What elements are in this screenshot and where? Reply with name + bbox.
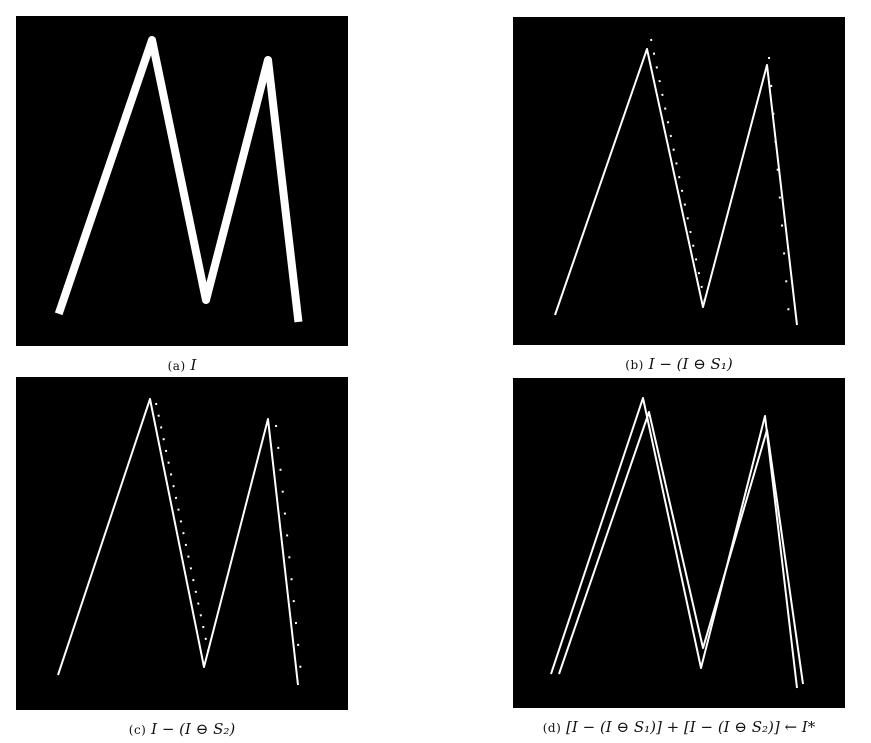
caption-b-tag: (b) — [625, 358, 644, 372]
panel-b-image — [513, 17, 845, 345]
panel-d-image — [513, 378, 845, 708]
letter-m-outline-s2 — [57, 398, 303, 686]
letter-m-combined-outline — [550, 397, 804, 689]
letter-m-solid — [54, 36, 303, 323]
caption-c: (c) I − (I ⊖ S₂) — [16, 720, 348, 738]
caption-a-tag: (a) — [167, 359, 186, 373]
caption-d-tag: (d) — [542, 721, 562, 735]
caption-d-expr: [I − (I ⊖ S₁)] + [I − (I ⊖ S₂)] ← I* — [566, 718, 816, 736]
caption-c-tag: (c) — [128, 723, 147, 737]
caption-c-expr: I − (I ⊖ S₂) — [151, 720, 236, 738]
caption-d: (d) [I − (I ⊖ S₁)] + [I − (I ⊖ S₂)] ← I* — [513, 718, 845, 736]
caption-a: (a) I — [16, 356, 348, 374]
caption-b: (b) I − (I ⊖ S₁) — [513, 355, 845, 373]
caption-a-expr: I — [190, 356, 197, 374]
letter-m-outline-s1 — [554, 38, 798, 326]
panel-c-image — [16, 377, 348, 710]
caption-b-expr: I − (I ⊖ S₁) — [648, 355, 733, 373]
panel-a-image — [16, 16, 348, 346]
